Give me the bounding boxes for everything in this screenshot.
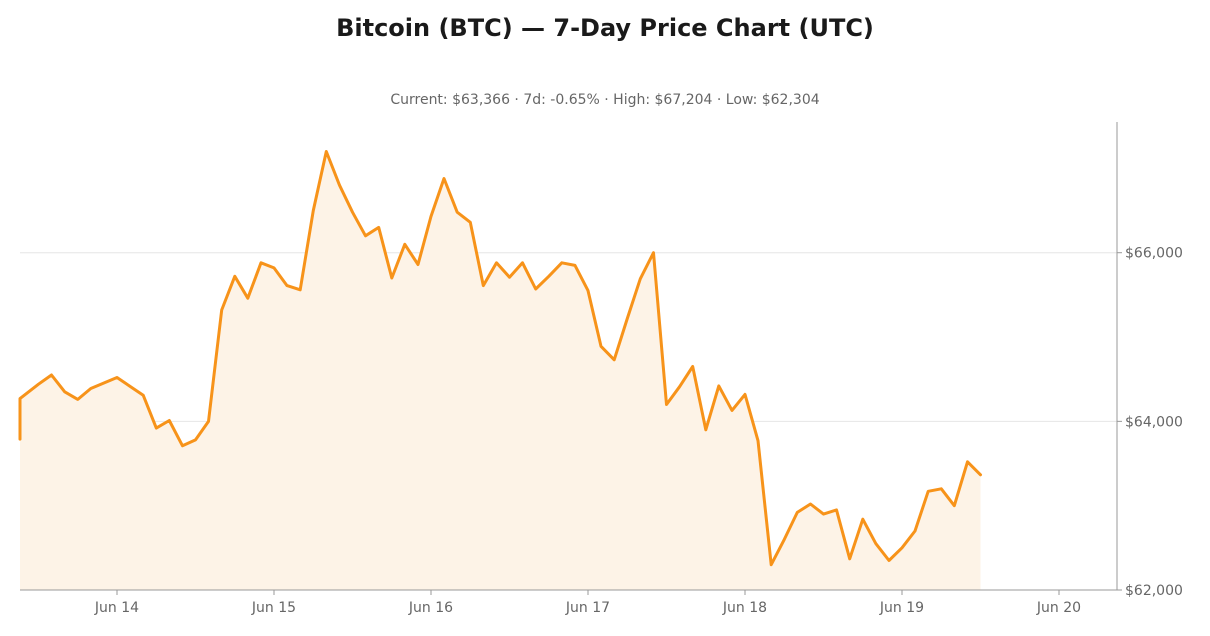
x-tick-label: Jun 17: [565, 600, 610, 616]
x-tick-label: Jun 15: [251, 600, 296, 616]
x-tick-label: Jun 16: [408, 600, 453, 616]
x-tick-label: Jun 18: [722, 600, 767, 616]
y-tick-label: $64,000: [1125, 414, 1183, 430]
y-tick-label: $62,000: [1125, 583, 1183, 599]
x-tick-label: Jun 14: [94, 600, 139, 616]
chart-title: Bitcoin (BTC) — 7-Day Price Chart (UTC): [336, 14, 874, 42]
price-line: [18, 150, 982, 567]
x-tick-label: Jun 19: [879, 600, 924, 616]
y-tick-label: $66,000: [1125, 246, 1183, 262]
x-tick-label: Jun 20: [1036, 600, 1081, 616]
chart-subtitle: Current: $63,366 · 7d: -0.65% · High: $6…: [390, 92, 820, 108]
price-area: [20, 151, 981, 590]
